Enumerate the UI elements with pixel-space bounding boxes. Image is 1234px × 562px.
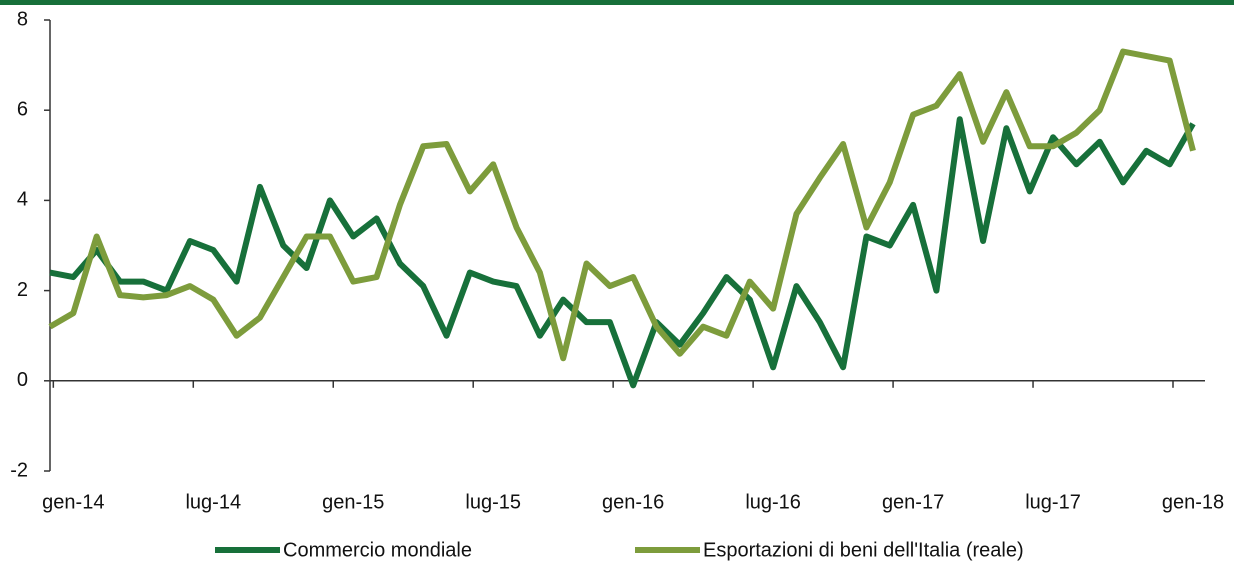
legend-label: Commercio mondiale [283, 539, 472, 561]
x-tick-label: gen-14 [42, 491, 104, 513]
y-tick-label: 2 [17, 279, 28, 301]
y-tick-label: -2 [10, 459, 28, 481]
top-bar [0, 0, 1234, 5]
y-tick-label: 4 [17, 189, 28, 211]
x-tick-label: gen-15 [322, 491, 384, 513]
x-tick-label: lug-17 [1025, 491, 1081, 513]
y-tick-label: 8 [17, 8, 28, 30]
x-tick-label: gen-17 [882, 491, 944, 513]
x-tick-label: lug-15 [465, 491, 521, 513]
x-tick-label: gen-16 [602, 491, 664, 513]
x-tick-label: lug-14 [185, 491, 241, 513]
x-tick-label: lug-16 [745, 491, 801, 513]
x-tick-label: gen-18 [1162, 491, 1224, 513]
series-line [48, 48, 1196, 362]
y-tick-label: 0 [17, 369, 28, 391]
y-tick-label: 6 [17, 98, 28, 120]
legend-label: Esportazioni di beni dell'Italia (reale) [703, 539, 1024, 561]
series-line [49, 116, 1196, 389]
